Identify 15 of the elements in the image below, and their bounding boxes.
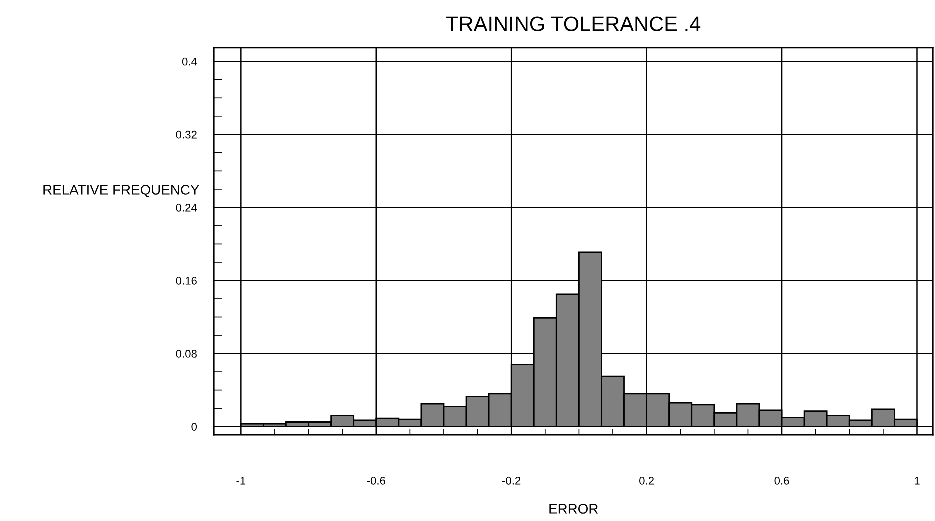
x-axis-title: ERROR [550, 504, 598, 514]
y-tick-label: 0.32 [176, 130, 197, 139]
x-tick-label: 1 [915, 477, 920, 485]
y-axis-title: RELATIVE FREQUENCY [44, 185, 200, 198]
x-tick-label: -1 [236, 477, 246, 485]
y-tick-label: 0.24 [176, 204, 198, 212]
x-tick-label: 0.2 [640, 476, 654, 485]
y-tick-label: 0.4 [182, 58, 198, 66]
x-tick-label: -0.2 [502, 476, 521, 485]
x-tick-label: 0.6 [774, 476, 790, 485]
y-tick-label: 0.08 [176, 350, 197, 358]
y-tick-label: 0 [192, 423, 198, 431]
x-tick-label: -0.6 [367, 476, 386, 485]
chart-title: TRAINING TOLERANCE .4 [446, 16, 701, 32]
y-tick-label: 0.16 [176, 277, 197, 285]
